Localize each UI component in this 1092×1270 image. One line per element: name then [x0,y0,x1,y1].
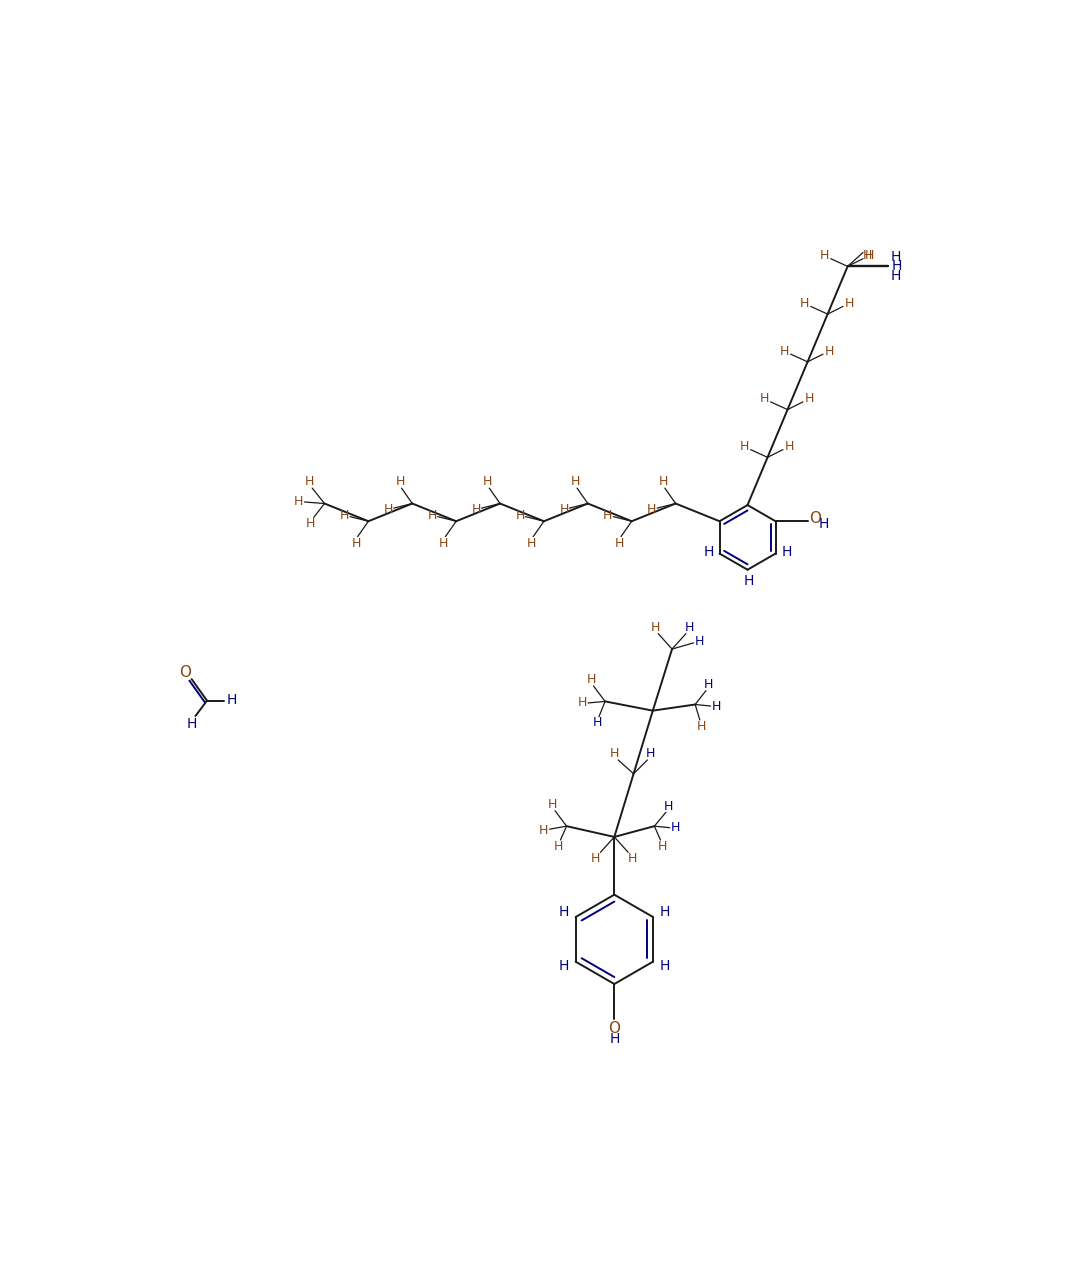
Text: H: H [696,635,704,648]
Text: H: H [863,249,873,262]
Text: H: H [685,621,693,634]
Text: H: H [664,800,673,813]
Text: H: H [648,503,656,516]
Text: H: H [571,475,580,488]
Text: H: H [226,693,237,707]
Text: H: H [784,439,794,453]
Text: H: H [660,906,669,919]
Text: H: H [781,545,792,559]
Text: H: H [428,508,437,522]
Text: H: H [483,475,492,488]
Text: O: O [608,1021,620,1036]
Text: H: H [538,823,548,837]
Text: H: H [439,537,449,550]
Text: H: H [819,517,829,531]
Text: H: H [305,475,313,489]
Text: H: H [744,574,755,588]
Text: O: O [179,665,191,681]
Text: H: H [890,268,901,283]
Text: H: H [820,249,829,262]
Text: H: H [672,822,680,834]
Text: H: H [340,508,349,522]
Text: H: H [555,841,563,853]
Text: H: H [352,537,360,550]
Text: H: H [890,250,901,264]
Text: H: H [527,537,536,550]
Text: H: H [645,747,655,761]
Text: H: H [294,495,302,508]
Text: H: H [593,716,602,729]
Text: H: H [865,249,874,262]
Text: H: H [657,839,667,852]
Text: H: H [739,439,749,453]
Text: H: H [780,344,790,358]
Text: H: H [651,621,660,634]
Text: H: H [660,959,669,973]
Text: H: H [703,678,713,691]
Text: H: H [591,852,601,865]
Text: H: H [586,673,596,686]
Text: H: H [559,503,569,516]
Text: H: H [844,297,854,310]
Text: H: H [472,503,480,516]
Text: O: O [809,512,821,527]
Text: H: H [515,508,525,522]
Text: H: H [395,475,405,488]
Text: H: H [658,475,668,488]
Text: H: H [559,959,569,973]
Text: H: H [892,259,902,273]
Text: H: H [799,297,809,310]
Text: H: H [578,696,586,710]
Text: H: H [383,503,393,516]
Text: H: H [609,747,619,761]
Text: H: H [609,1031,619,1045]
Text: H: H [187,716,197,730]
Text: H: H [615,537,625,550]
Text: H: H [824,344,834,358]
Text: H: H [559,906,569,919]
Text: H: H [712,700,722,712]
Text: H: H [703,545,714,559]
Text: H: H [697,720,707,733]
Text: H: H [548,798,557,812]
Text: H: H [306,517,316,530]
Text: H: H [603,508,613,522]
Text: H: H [805,392,814,405]
Text: H: H [628,852,638,865]
Text: H: H [760,392,769,405]
